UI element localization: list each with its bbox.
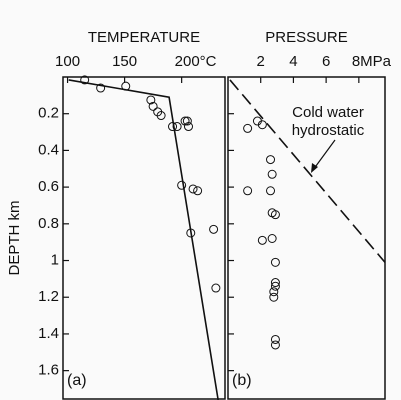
x-tick-label: 4 (289, 53, 297, 70)
x-tick-label: 6 (322, 53, 330, 70)
y-tick-label: 0.8 (38, 215, 59, 232)
data-point (243, 186, 253, 196)
panel-label: (a) (67, 372, 87, 389)
x-tick-label: 8MPa (352, 53, 392, 70)
data-point (183, 122, 193, 132)
annotation: Cold water (292, 104, 364, 121)
panel-title: PRESSURE (265, 29, 348, 46)
arrow-head (311, 163, 318, 173)
annotation: hydrostatic (292, 122, 365, 139)
curve (68, 79, 219, 400)
data-point (270, 340, 280, 350)
data-point (96, 83, 106, 93)
annotation-arrow (312, 139, 336, 171)
data-point (270, 278, 280, 288)
data-point (172, 122, 182, 132)
data-point (269, 287, 279, 297)
data-point (257, 235, 267, 245)
data-point (266, 186, 276, 196)
y-tick-label: 1.2 (38, 288, 59, 305)
curve (229, 79, 386, 263)
data-point (267, 169, 277, 179)
data-point (177, 180, 187, 190)
y-tick-label: 0.4 (38, 141, 59, 158)
data-point (146, 95, 156, 105)
data-point (156, 111, 166, 121)
data-point (121, 81, 131, 91)
data-point (243, 123, 253, 133)
y-tick-label: 0.2 (38, 105, 59, 122)
data-point (267, 234, 277, 243)
data-point (269, 292, 279, 302)
y-axis-label: DEPTH km (6, 201, 23, 276)
panel-title: TEMPERATURE (88, 29, 200, 46)
x-tick-label: 150 (112, 53, 137, 70)
data-point (270, 210, 280, 220)
data-point (266, 155, 276, 165)
data-point (257, 120, 267, 130)
data-point (182, 116, 192, 126)
data-point (168, 122, 178, 132)
y-tick-label: 0.6 (38, 178, 59, 195)
data-point (186, 228, 196, 238)
data-point (188, 184, 198, 194)
data-point (270, 334, 280, 344)
panel-frame (62, 76, 226, 400)
panel-frame (227, 76, 386, 400)
y-tick-label: 1.6 (38, 362, 59, 379)
x-tick-label: 100 (55, 53, 80, 70)
data-point (193, 186, 203, 196)
data-point (270, 257, 280, 267)
panel-label: (b) (232, 372, 252, 389)
data-point (270, 281, 280, 291)
y-tick-label: 1.4 (38, 325, 59, 342)
data-point (80, 75, 90, 85)
data-point (209, 224, 219, 234)
y-tick-label: 1 (51, 251, 59, 268)
data-point (148, 101, 158, 111)
data-point (211, 283, 221, 293)
x-tick-label: 2 (257, 53, 265, 70)
x-tick-label: 200°C (175, 53, 217, 70)
